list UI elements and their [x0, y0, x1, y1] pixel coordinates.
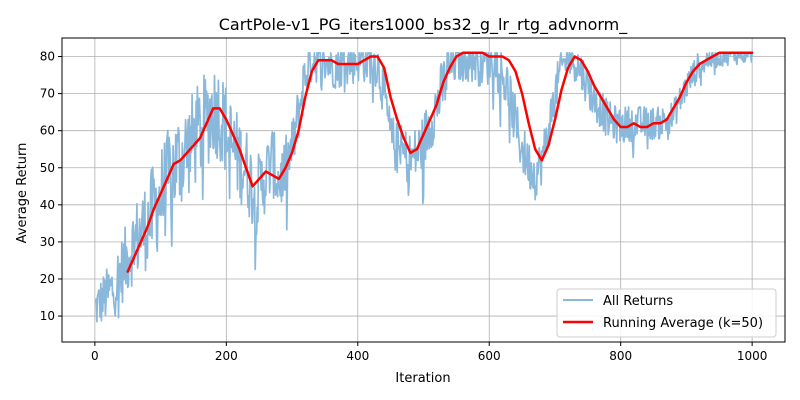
y-tick-label: 70	[40, 87, 55, 101]
x-tick-label: 600	[478, 349, 501, 363]
legend-label-all-returns: All Returns	[603, 294, 673, 309]
x-axis-label: Iteration	[395, 371, 450, 386]
x-tick-label: 400	[346, 349, 369, 363]
legend-box	[556, 288, 777, 338]
legend-label-running-average: Running Average (k=50)	[603, 316, 763, 331]
y-tick-label: 30	[40, 235, 55, 249]
axes: 0 200 400 600 800 1000 10 20 30 40 50 60 70 80	[40, 50, 768, 363]
x-tick-label: 0	[91, 349, 99, 363]
chart-title: CartPole-v1_PG_iters1000_bs32_g_lr_rtg_a…	[219, 15, 629, 35]
plot-frame	[61, 37, 786, 343]
x-tick-label: 1000	[737, 349, 768, 363]
x-tick-label: 200	[215, 349, 238, 363]
y-tick-label: 40	[40, 198, 55, 212]
legend: All Returns Running Average (k=50)	[556, 288, 777, 338]
series-line-running-average	[126, 51, 754, 273]
y-tick-label: 60	[40, 124, 55, 138]
series	[94, 51, 754, 323]
y-axis-label: Average Return	[15, 143, 30, 244]
x-tick-label: 800	[609, 349, 632, 363]
y-tick-label: 50	[40, 161, 55, 175]
y-tick-label: 20	[40, 272, 55, 286]
y-tick-label: 10	[40, 309, 55, 323]
y-tick-label: 80	[40, 50, 55, 64]
